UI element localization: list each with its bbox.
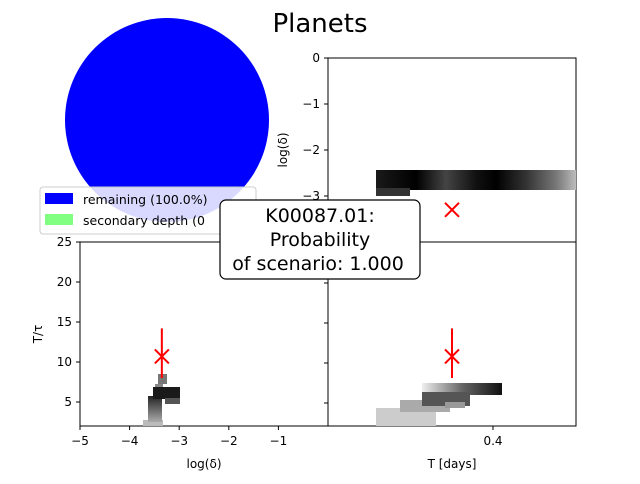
bottom-left-heatmap [143, 374, 180, 426]
figure-title: Planets [272, 9, 367, 39]
legend-label-secondary: secondary depth (0 [83, 213, 205, 228]
y-tick-label: 10 [57, 355, 72, 369]
x-tick-label: −1 [270, 434, 288, 448]
y-tick-label: 0 [312, 51, 320, 65]
annotation-box [219, 199, 421, 280]
legend-swatch-remaining [45, 193, 73, 204]
x-tick-label: 0.4 [483, 434, 502, 448]
marker-stroke [154, 348, 170, 365]
bottom-left-marker [154, 328, 170, 378]
pie-chart [65, 18, 269, 222]
bottom-left-ylabel: T/τ [31, 325, 45, 345]
scenario-annotation: K00087.01: Probability of scenario: 1.00… [219, 199, 421, 280]
y-tick-label: −1 [302, 97, 320, 111]
bottom-left-x-ticks: −5 −4 −3 −2 −1 [71, 426, 287, 448]
heatmap-cell [445, 402, 465, 408]
annotation-line-2: Probability [270, 229, 370, 251]
y-tick-label: 15 [57, 315, 72, 329]
y-tick-label: −2 [302, 143, 320, 157]
heatmap-cell [376, 170, 576, 190]
legend-label-remaining: remaining (100.0%) [83, 192, 208, 207]
bottom-right-x-ticks: 0.4 [483, 426, 503, 448]
bottom-right-heatmap [376, 383, 502, 426]
y-tick-label: 20 [57, 275, 72, 289]
heatmap-cell [165, 398, 180, 404]
annotation-line-1: K00087.01: [265, 205, 375, 227]
x-tick-label: −2 [220, 434, 238, 448]
pie-slice-remaining [65, 18, 269, 222]
x-tick-label: −4 [121, 434, 139, 448]
y-tick-label: 25 [57, 235, 72, 249]
legend-swatch-secondary [45, 214, 73, 225]
bottom-left-y-ticks: 25 20 15 10 5 [57, 235, 80, 409]
top-right-y-ticks: 0−1−2−3 [302, 51, 328, 203]
pie-legend: remaining (100.0%) secondary depth (0 [39, 186, 257, 235]
bottom-left-xlabel: log(δ) [187, 457, 222, 471]
heatmap-cell [148, 396, 162, 422]
top-right-heatmap-band [376, 170, 576, 196]
marker-stroke [444, 348, 460, 365]
heatmap-cell [153, 387, 180, 399]
annotation-line-3: of scenario: 1.000 [232, 253, 404, 275]
x-tick-label: −3 [170, 434, 188, 448]
bottom-right-marker [444, 328, 460, 378]
bottom-right-xlabel: T [days] [427, 457, 477, 471]
heatmap-cell [158, 374, 167, 384]
heatmap-cell [376, 408, 436, 426]
y-tick-label: 5 [64, 395, 72, 409]
x-tick-label: −5 [71, 434, 89, 448]
heatmap-cell [376, 188, 410, 196]
marker-stroke [444, 202, 460, 218]
top-right-marker [443, 201, 461, 219]
heatmap-cell [143, 420, 163, 426]
top-right-ylabel: log(δ) [276, 133, 290, 168]
